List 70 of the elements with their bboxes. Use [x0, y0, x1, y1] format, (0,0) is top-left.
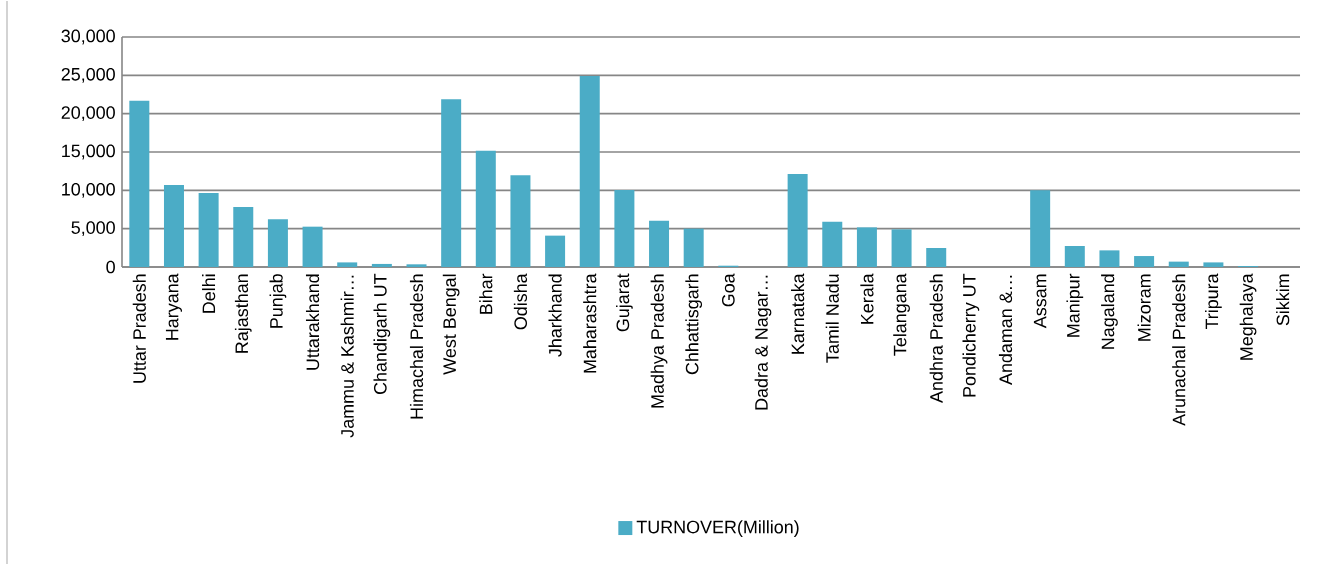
x-tick-label: Assam: [1033, 274, 1047, 329]
x-tick-label: Arunachal Pradesh: [1172, 274, 1186, 426]
x-tick-label: Gujarat: [616, 273, 633, 332]
y-tick-label: 5,000: [71, 221, 115, 237]
x-tick-label: Telangana: [893, 273, 910, 356]
bar: [406, 264, 427, 267]
x-tick-label: Mizoram: [1137, 274, 1151, 341]
y-tick-label: 10,000: [62, 182, 115, 198]
x-tick-label: Nagaland: [1101, 274, 1118, 349]
y-tick-label: 0: [106, 260, 115, 274]
bar: [337, 262, 358, 267]
bar: [1203, 262, 1224, 267]
x-tick-label: Kerala: [860, 273, 874, 324]
bar: [856, 227, 877, 267]
y-tick-label: 25,000: [61, 67, 115, 83]
x-tick-label: Maharashtra: [583, 273, 597, 373]
x-tick-label: Chhattisgarh: [685, 274, 703, 375]
bar: [926, 247, 947, 267]
bar: [614, 190, 635, 267]
bar: [579, 76, 600, 267]
bar: [787, 174, 808, 267]
bar: [822, 221, 843, 267]
bar: [267, 219, 288, 267]
bar: [545, 235, 566, 267]
x-tick-label: Pondicherry UT: [962, 273, 980, 397]
x-tick-label: Haryana: [165, 273, 182, 340]
bar: [1168, 261, 1189, 267]
x-tick-label: Meghalaya: [1239, 273, 1257, 360]
x-tick-label: West Bengal: [442, 274, 460, 375]
bar: [475, 150, 496, 267]
bar: [198, 193, 219, 267]
x-tick-label: Punjab: [269, 274, 287, 328]
bar: [1064, 245, 1085, 267]
x-tick-label: Uttar Pradesh: [132, 274, 146, 383]
x-tick-label: Goa: [721, 273, 735, 307]
legend-label: TURNOVER(Million): [636, 520, 799, 537]
x-tick-label: Andhra Pradesh: [929, 274, 943, 403]
y-tick-label: 30,000: [61, 29, 115, 45]
x-tick-label: Jharkhand: [548, 274, 562, 357]
bar: [163, 184, 184, 267]
bar: [233, 206, 254, 267]
bar: [649, 220, 670, 267]
x-tick-label: Sikkim: [1276, 274, 1290, 326]
x-tick-label: Madhya Pradesh: [650, 274, 668, 408]
bar: [441, 99, 462, 267]
x-tick-label: Tamil Nadu: [825, 274, 839, 363]
bar: [683, 228, 704, 267]
x-tick-label: Delhi: [202, 274, 216, 313]
bar: [1134, 256, 1155, 267]
x-tick-label: Bihar: [479, 273, 493, 314]
x-tick-label: Rajasthan: [234, 274, 252, 353]
x-tick-label: Jammu & Kashmir…: [340, 275, 354, 438]
y-tick-label: 15,000: [62, 144, 115, 160]
bar: [302, 226, 323, 267]
x-tick-label: Karnataka: [791, 273, 805, 354]
x-tick-label: Manipur: [1066, 273, 1084, 337]
x-tick-label: Chandigarh UT: [373, 273, 391, 395]
x-tick-label: Himachal Pradesh: [409, 274, 424, 419]
bar: [371, 263, 392, 267]
x-tick-label: Dadra & Nagar…: [754, 275, 772, 410]
bar: [510, 175, 531, 267]
bar: [129, 100, 150, 267]
x-tick-label: Andaman &…: [998, 275, 1013, 385]
bar: [1099, 250, 1120, 267]
y-tick-label: 20,000: [61, 106, 115, 122]
bar: [1030, 190, 1051, 267]
bar: [891, 229, 912, 267]
x-tick-label: Odisha: [513, 273, 528, 330]
x-tick-label: Tripura: [1205, 273, 1222, 330]
x-tick-label: Uttarakhand: [305, 274, 320, 370]
